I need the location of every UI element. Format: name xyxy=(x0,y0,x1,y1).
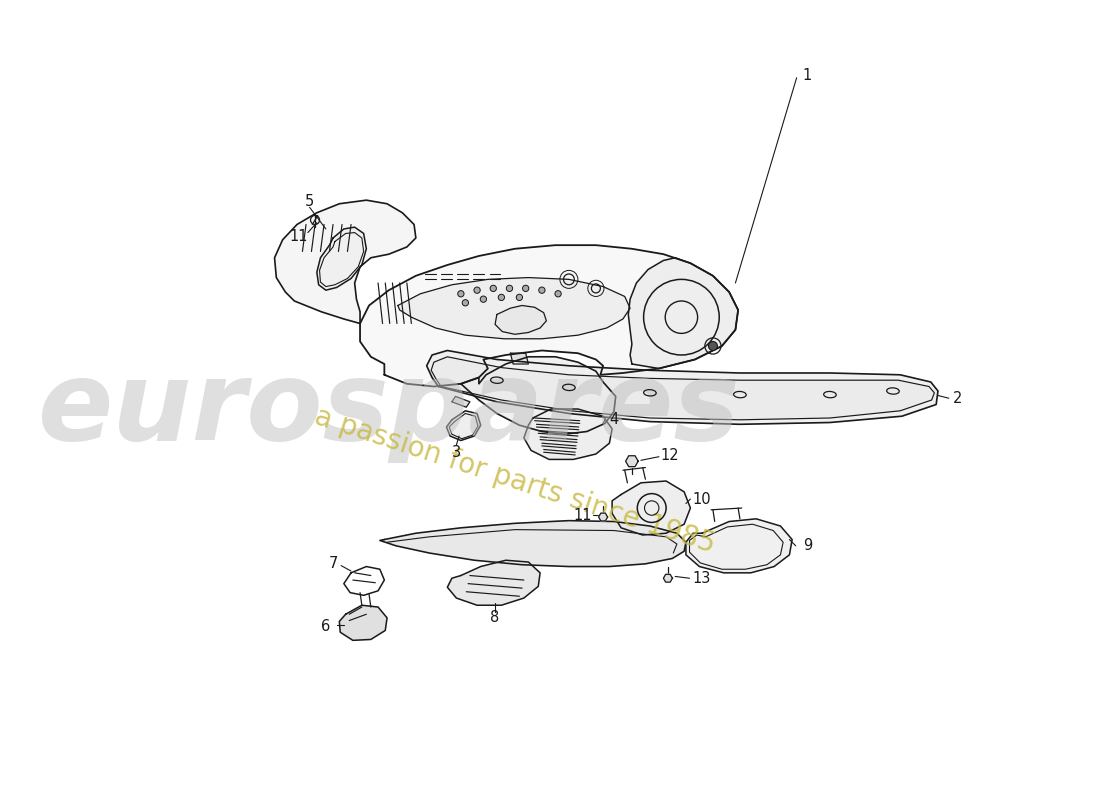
Polygon shape xyxy=(495,306,547,334)
Circle shape xyxy=(708,342,717,350)
Text: 11: 11 xyxy=(573,508,592,522)
Polygon shape xyxy=(598,513,607,521)
Text: 8: 8 xyxy=(491,610,499,626)
Polygon shape xyxy=(452,396,470,407)
Polygon shape xyxy=(447,411,481,441)
Circle shape xyxy=(481,296,486,302)
Text: 2: 2 xyxy=(953,390,962,406)
Text: 9: 9 xyxy=(803,538,812,554)
Polygon shape xyxy=(628,258,738,369)
Polygon shape xyxy=(461,357,616,434)
Text: 10: 10 xyxy=(693,491,712,506)
Text: eurospares: eurospares xyxy=(37,355,740,462)
Polygon shape xyxy=(626,456,638,466)
Polygon shape xyxy=(317,227,366,290)
Text: 7: 7 xyxy=(329,556,338,571)
Circle shape xyxy=(498,294,505,301)
Circle shape xyxy=(462,300,469,306)
Text: 3: 3 xyxy=(452,445,461,460)
Polygon shape xyxy=(339,606,387,640)
Polygon shape xyxy=(379,521,686,566)
Polygon shape xyxy=(398,278,630,338)
Circle shape xyxy=(516,294,522,301)
Text: 6: 6 xyxy=(321,619,330,634)
Polygon shape xyxy=(431,357,934,420)
Circle shape xyxy=(522,286,529,291)
Text: 1: 1 xyxy=(803,69,812,83)
Circle shape xyxy=(458,290,464,297)
Polygon shape xyxy=(524,409,612,459)
Text: a passion for parts since 1985: a passion for parts since 1985 xyxy=(311,403,718,559)
Polygon shape xyxy=(360,245,738,386)
Polygon shape xyxy=(448,560,540,606)
Polygon shape xyxy=(427,350,938,424)
Circle shape xyxy=(474,287,481,294)
Polygon shape xyxy=(275,200,416,323)
Text: 5: 5 xyxy=(305,194,315,210)
Text: 11: 11 xyxy=(289,229,308,244)
Circle shape xyxy=(539,287,544,294)
Text: 12: 12 xyxy=(660,448,679,463)
Polygon shape xyxy=(663,574,672,582)
Circle shape xyxy=(506,286,513,291)
Circle shape xyxy=(491,286,496,291)
Polygon shape xyxy=(510,353,528,364)
Circle shape xyxy=(554,290,561,297)
Text: 13: 13 xyxy=(693,570,712,586)
Polygon shape xyxy=(612,481,691,535)
Polygon shape xyxy=(686,519,792,573)
Text: 4: 4 xyxy=(609,412,618,427)
